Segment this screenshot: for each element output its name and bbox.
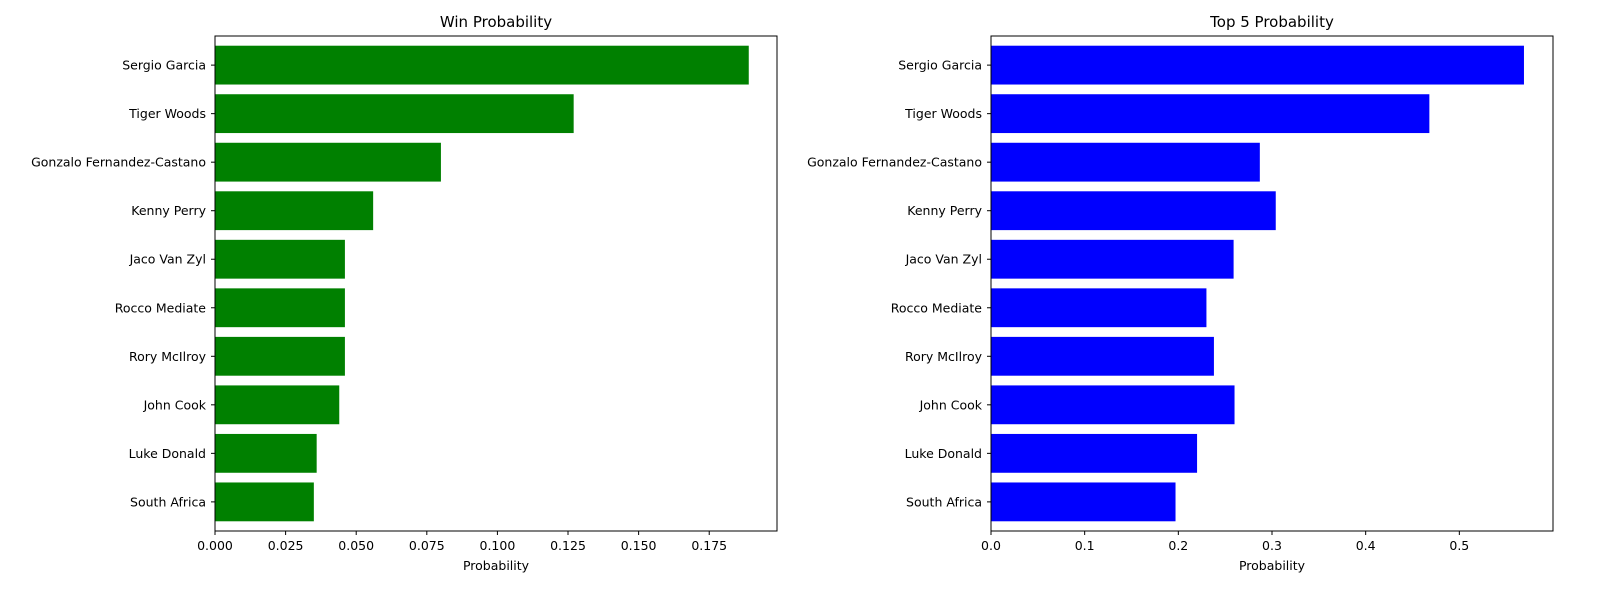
bar [991,239,1234,279]
x-axis-label: Probability [1239,558,1306,573]
y-tick-label: Luke Donald [129,446,206,461]
bar [991,385,1235,425]
bar [215,239,345,279]
y-tick-label: John Cook [919,397,983,412]
plot-frame [214,35,778,532]
bar [991,482,1176,522]
bar [215,433,317,473]
x-tick-label: 0.0 [981,538,1001,553]
y-tick-label: Kenny Perry [131,203,206,218]
y-tick-label: Sergio Garcia [898,58,982,73]
bar [215,45,749,85]
bar [215,336,345,376]
bar [215,142,441,182]
x-tick-label: 0.1 [1075,538,1095,553]
y-tick-label: Rory McIlroy [905,349,983,364]
x-tick-label: 0.025 [268,538,304,553]
x-tick-label: 0.5 [1449,538,1469,553]
x-tick-label: 0.3 [1262,538,1282,553]
bar [215,191,374,231]
y-tick-label: Gonzalo Fernandez-Castano [807,155,982,170]
chart-panel-1: Sergio Garcia Tiger Woods Gonzalo Fernande… [31,13,778,573]
bar [215,482,314,522]
y-tick-label: Rocco Mediate [891,300,983,315]
x-tick-label: 0.175 [691,538,727,553]
bar [215,288,345,328]
x-tick-label: 0.125 [550,538,586,553]
y-tick-label: South Africa [906,494,982,509]
y-tick-label: Rory McIlroy [129,349,207,364]
bar [991,142,1260,182]
bar [991,336,1214,376]
y-tick-label: Tiger Woods [904,106,982,121]
bar [991,191,1276,231]
y-tick-label: Gonzalo Fernandez-Castano [31,155,206,170]
bar [991,45,1524,85]
x-tick-label: 0.050 [338,538,374,553]
x-tick-label: 0.150 [621,538,657,553]
y-tick-label: Jaco Van Zyl [129,252,206,267]
x-tick-label: 0.4 [1356,538,1376,553]
x-tick-label: 0.100 [480,538,516,553]
bar [215,385,340,425]
y-tick-label: South Africa [130,494,206,509]
bar [991,94,1430,134]
y-tick-label: John Cook [143,397,207,412]
bar [991,433,1198,473]
x-tick-label: 0.2 [1168,538,1188,553]
y-tick-label: Rocco Mediate [115,300,207,315]
y-tick-label: Jaco Van Zyl [905,252,982,267]
y-tick-label: Tiger Woods [128,106,206,121]
x-tick-label: 0.075 [409,538,445,553]
x-axis-label: Probability [463,558,530,573]
y-tick-label: Sergio Garcia [122,58,206,73]
bar [991,288,1207,328]
chart-title: Win Probability [440,13,552,31]
chart-title: Top 5 Probability [1209,13,1334,31]
chart-panel-2: Sergio Garcia Tiger Woods Gonzalo Fernande… [807,13,1554,573]
y-tick-label: Luke Donald [905,446,982,461]
x-tick-label: 0.000 [197,538,233,553]
bar [215,94,574,134]
y-tick-label: Kenny Perry [907,203,982,218]
